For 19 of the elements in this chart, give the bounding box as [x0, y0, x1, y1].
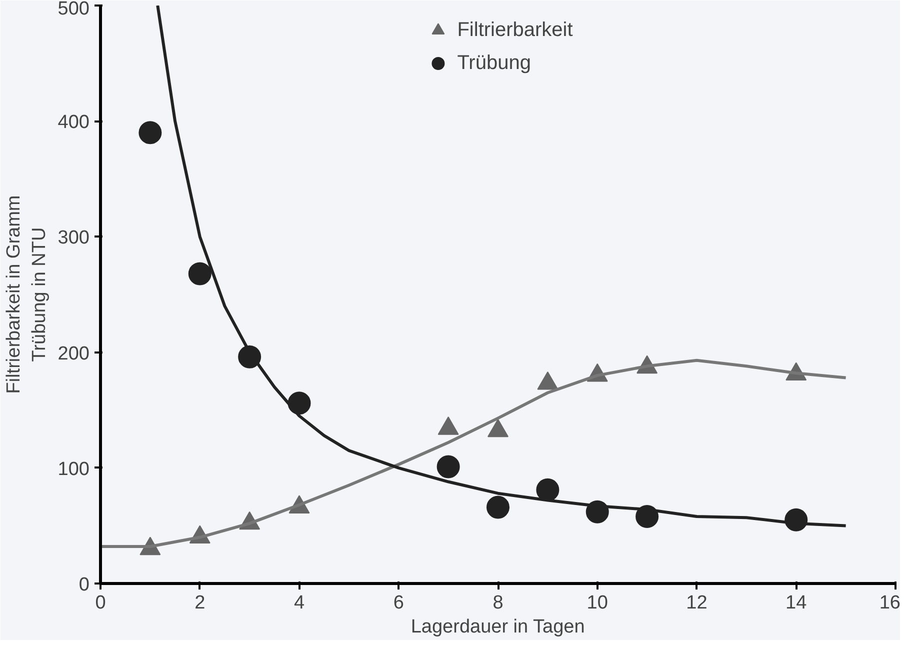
x-tick-label: 2 [194, 592, 206, 614]
x-tick-label: 0 [95, 592, 106, 614]
x-tick-label: 8 [492, 592, 504, 614]
x-tick-label: 16 [879, 592, 901, 614]
x-axis-title: Lagerdauer in Tagen [410, 616, 585, 638]
y-tick-label: 0 [78, 574, 90, 596]
y-tick-label: 300 [58, 228, 90, 249]
legend-label: Trübung [457, 52, 531, 74]
x-tick-label: 6 [393, 592, 404, 614]
y-tick-label: 100 [58, 458, 90, 480]
legend-label: Filtrierbarkeit [457, 18, 573, 42]
y-tick-label: 200 [58, 343, 90, 364]
x-tick-label: 14 [786, 592, 808, 614]
y-tick-label: 500 [58, 0, 90, 20]
x-tick-label: 10 [586, 592, 608, 614]
x-tick-label: 12 [686, 592, 708, 614]
y-tick-label: 400 [58, 112, 90, 134]
y-axis-title: Filtrierbarkeit in Gramm Trübung in NTU [4, 195, 50, 394]
x-tick-label: 4 [294, 592, 305, 614]
